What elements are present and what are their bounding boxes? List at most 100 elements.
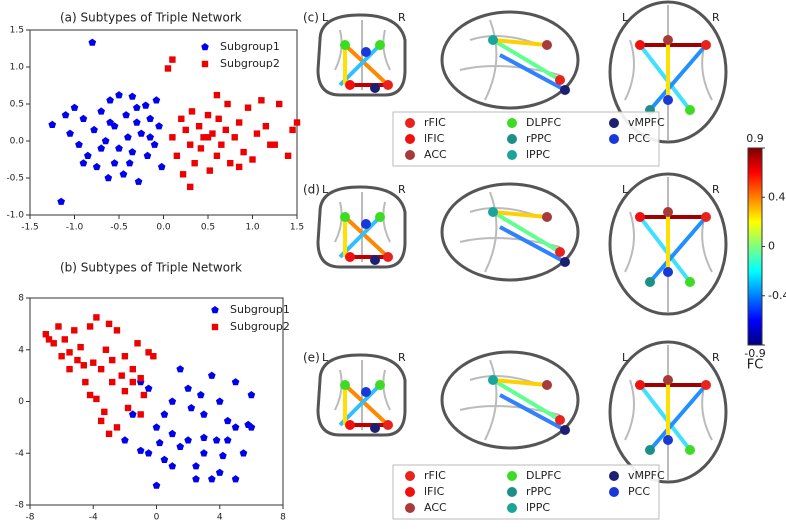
legend-marker: [405, 134, 415, 144]
x-tick-label: 1.0: [245, 223, 260, 233]
point: [208, 371, 216, 379]
point: [45, 336, 53, 343]
y-tick-label: 8: [18, 294, 24, 304]
point: [74, 356, 81, 364]
point: [212, 436, 221, 444]
legend-marker: [211, 306, 219, 314]
point: [155, 438, 164, 447]
point: [92, 162, 101, 171]
point: [213, 152, 221, 159]
point: [133, 118, 141, 126]
point: [215, 397, 224, 405]
y-tick-label: -1.0: [6, 211, 24, 221]
point: [213, 91, 221, 99]
point: [152, 96, 161, 104]
point: [140, 391, 148, 399]
x-tick-label: 8: [280, 513, 286, 523]
legend-marker: [507, 118, 517, 128]
side-label: R: [712, 183, 720, 196]
point: [200, 433, 208, 441]
side-label: L: [322, 11, 329, 24]
point: [86, 391, 94, 399]
point: [90, 125, 98, 134]
point: [206, 167, 213, 174]
legend-marker: [609, 471, 619, 481]
panel-label: (e): [303, 351, 320, 365]
point: [118, 372, 125, 379]
colorbar-tick-label: 0: [768, 240, 775, 253]
x-tick-label: 0.0: [156, 223, 171, 233]
legend-label: rFIC: [424, 469, 446, 482]
point: [197, 391, 205, 399]
legend-label: vMPFC: [628, 469, 665, 482]
point: [110, 159, 119, 167]
point: [90, 359, 97, 366]
point: [105, 320, 113, 328]
side-label: R: [398, 183, 406, 196]
chart-title: (b) Subtypes of Triple Network: [60, 261, 242, 275]
colorbar-label: FC: [747, 358, 764, 373]
legend-label: lFIC: [424, 485, 445, 498]
point: [235, 119, 243, 126]
point: [176, 365, 184, 373]
point: [289, 126, 296, 134]
y-tick-label: 0: [18, 397, 24, 407]
point: [197, 145, 205, 152]
point: [88, 38, 97, 46]
x-tick-label: -1.5: [21, 223, 39, 233]
point: [146, 114, 154, 122]
point: [115, 144, 123, 152]
legend-marker: [405, 471, 415, 481]
point: [293, 119, 301, 126]
y-tick-label: 1.0: [10, 63, 25, 73]
point: [129, 378, 136, 386]
point: [179, 171, 187, 178]
point: [97, 144, 105, 152]
colorbar-tick-label: 0.9: [746, 132, 764, 145]
point: [128, 148, 137, 156]
point: [184, 384, 192, 392]
brain-panel: [316, 340, 728, 484]
point: [247, 391, 256, 399]
point: [55, 323, 62, 330]
point: [86, 323, 94, 330]
point: [71, 327, 78, 334]
legend-marker: [609, 487, 619, 497]
point: [106, 96, 114, 104]
point: [276, 100, 283, 108]
x-tick-label: 0.5: [201, 223, 215, 233]
brain-panel: [316, 172, 728, 316]
legend-marker: [609, 134, 619, 144]
point: [215, 468, 224, 476]
legend-label: vMPFC: [628, 116, 665, 129]
point: [61, 111, 70, 119]
legend-marker: [507, 471, 517, 481]
point: [152, 423, 161, 431]
legend-marker: [507, 487, 517, 497]
point: [169, 134, 176, 141]
colorbar-tick-label: 0.45: [768, 190, 786, 203]
point: [204, 111, 212, 119]
point: [82, 378, 89, 386]
point: [152, 481, 161, 489]
point: [48, 120, 57, 128]
point: [184, 436, 192, 444]
point: [119, 170, 128, 178]
point: [137, 411, 144, 418]
side-label: R: [712, 351, 720, 364]
point: [113, 327, 121, 334]
point: [144, 449, 153, 457]
point: [79, 114, 88, 122]
point: [75, 140, 83, 148]
legend-label: lPPC: [526, 148, 550, 161]
point: [124, 133, 132, 141]
point: [104, 174, 113, 182]
point: [50, 340, 57, 347]
point: [129, 365, 136, 373]
side-label: L: [322, 351, 329, 364]
x-tick-label: 4: [217, 513, 223, 523]
point: [124, 404, 132, 412]
legend-marker: [211, 323, 219, 331]
panel-label: (d): [303, 183, 320, 197]
point: [66, 349, 73, 356]
